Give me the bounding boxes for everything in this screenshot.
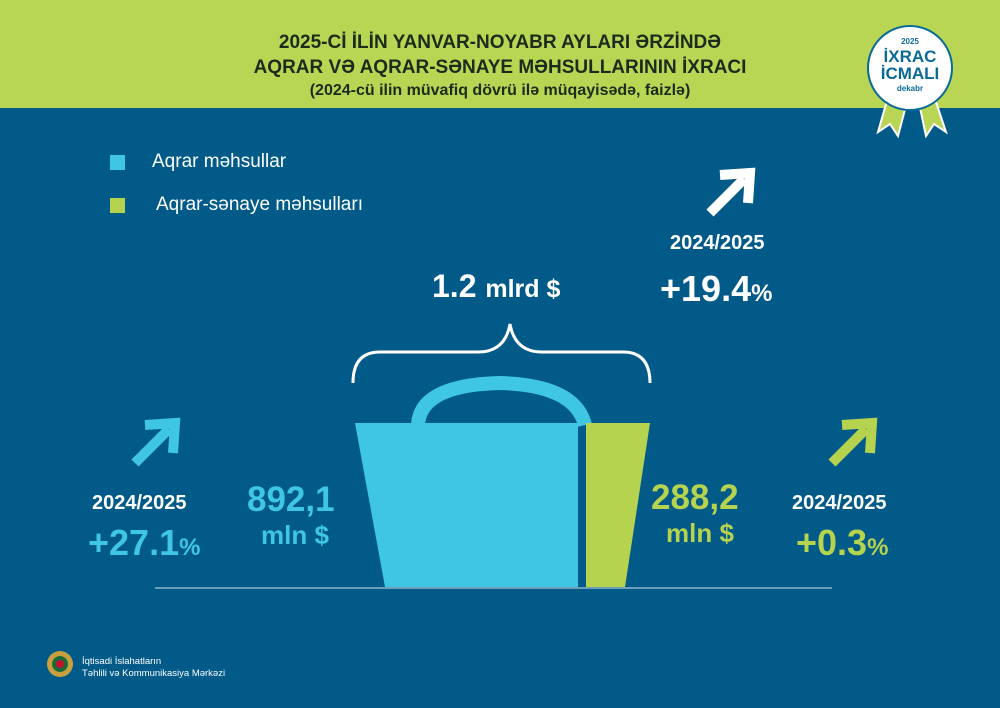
badge-line-2: İCMALI <box>880 64 940 83</box>
bracket <box>351 323 652 384</box>
badge-year: 2025 <box>901 37 919 46</box>
aqrar-period: 2024/2025 <box>92 492 187 514</box>
aqrar-change: +27.1% <box>88 522 201 563</box>
arrow-up-right-icon <box>828 417 878 467</box>
arrow-up-right-icon <box>131 417 181 467</box>
title-line-1: 2025-Cİ İLİN YANVAR-NOYABR AYLARI ƏRZİND… <box>278 32 722 53</box>
total-value: 1.2 mlrd $ <box>432 268 561 304</box>
arrow-up-right-icon <box>706 167 756 217</box>
legend-swatch-aqrar <box>110 155 125 170</box>
bag-handle <box>411 375 592 428</box>
footer-line-2: Təhlili və Kommunikasiya Mərkəzi <box>82 668 226 679</box>
bag-aqrar-part <box>355 423 578 587</box>
sanaye-value: 288,2 <box>651 478 739 517</box>
sanaye-unit: mln $ <box>666 518 734 548</box>
title-line-2: AQRAR VƏ AQRAR-SƏNAYE MƏHSULLARININ İXRA… <box>253 57 747 78</box>
sanaye-period: 2024/2025 <box>792 492 887 514</box>
legend-swatch-sanaye <box>110 198 125 213</box>
badge-line-1: İXRAC <box>883 47 937 66</box>
legend-label-sanaye: Aqrar-sənaye məhsulları <box>156 194 363 215</box>
bag-sanaye-part <box>586 423 650 587</box>
total-period: 2024/2025 <box>670 232 765 254</box>
emblem-logo-icon <box>47 651 73 677</box>
badge-month: dekabr <box>896 84 924 93</box>
badge-ribbon-icon <box>867 25 953 139</box>
footer-line-1: İqtisadi İslahatların <box>82 656 162 667</box>
legend-label-aqrar: Aqrar məhsullar <box>152 151 287 172</box>
header-band <box>0 0 1000 108</box>
sanaye-change: +0.3% <box>796 522 889 563</box>
total-change: +19.4% <box>660 268 773 309</box>
aqrar-unit: mln $ <box>261 520 329 550</box>
subtitle: (2024-cü ilin müvafiq dövrü ilə müqayisə… <box>309 82 691 99</box>
aqrar-value: 892,1 <box>247 480 335 519</box>
